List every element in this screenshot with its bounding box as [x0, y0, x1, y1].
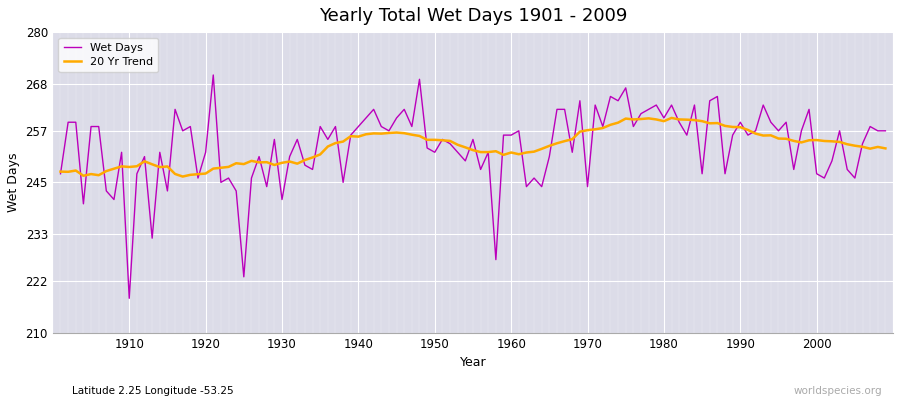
- 20 Yr Trend: [880, 146, 891, 151]
- Y-axis label: Wet Days: Wet Days: [7, 152, 20, 212]
- 20 Yr Trend: [292, 161, 302, 166]
- Wet Days: [300, 163, 310, 168]
- Wet Days: [521, 184, 532, 189]
- 20 Yr Trend: [116, 164, 127, 169]
- Wet Days: [346, 133, 356, 138]
- 20 Yr Trend: [177, 174, 188, 179]
- Title: Yearly Total Wet Days 1901 - 2009: Yearly Total Wet Days 1901 - 2009: [319, 7, 627, 25]
- Wet Days: [880, 128, 891, 133]
- 20 Yr Trend: [605, 122, 616, 127]
- Wet Days: [613, 98, 624, 103]
- Legend: Wet Days, 20 Yr Trend: Wet Days, 20 Yr Trend: [58, 38, 158, 72]
- 20 Yr Trend: [513, 152, 524, 157]
- Text: Latitude 2.25 Longitude -53.25: Latitude 2.25 Longitude -53.25: [72, 386, 234, 396]
- Text: worldspecies.org: worldspecies.org: [794, 386, 882, 396]
- Wet Days: [55, 171, 66, 176]
- 20 Yr Trend: [666, 116, 677, 120]
- Wet Days: [124, 296, 135, 301]
- Wet Days: [116, 150, 127, 155]
- 20 Yr Trend: [338, 139, 348, 144]
- 20 Yr Trend: [506, 150, 517, 155]
- Line: Wet Days: Wet Days: [60, 75, 886, 298]
- Wet Days: [208, 72, 219, 77]
- X-axis label: Year: Year: [460, 356, 486, 369]
- 20 Yr Trend: [55, 169, 66, 174]
- Wet Days: [513, 128, 524, 133]
- Line: 20 Yr Trend: 20 Yr Trend: [60, 118, 886, 176]
